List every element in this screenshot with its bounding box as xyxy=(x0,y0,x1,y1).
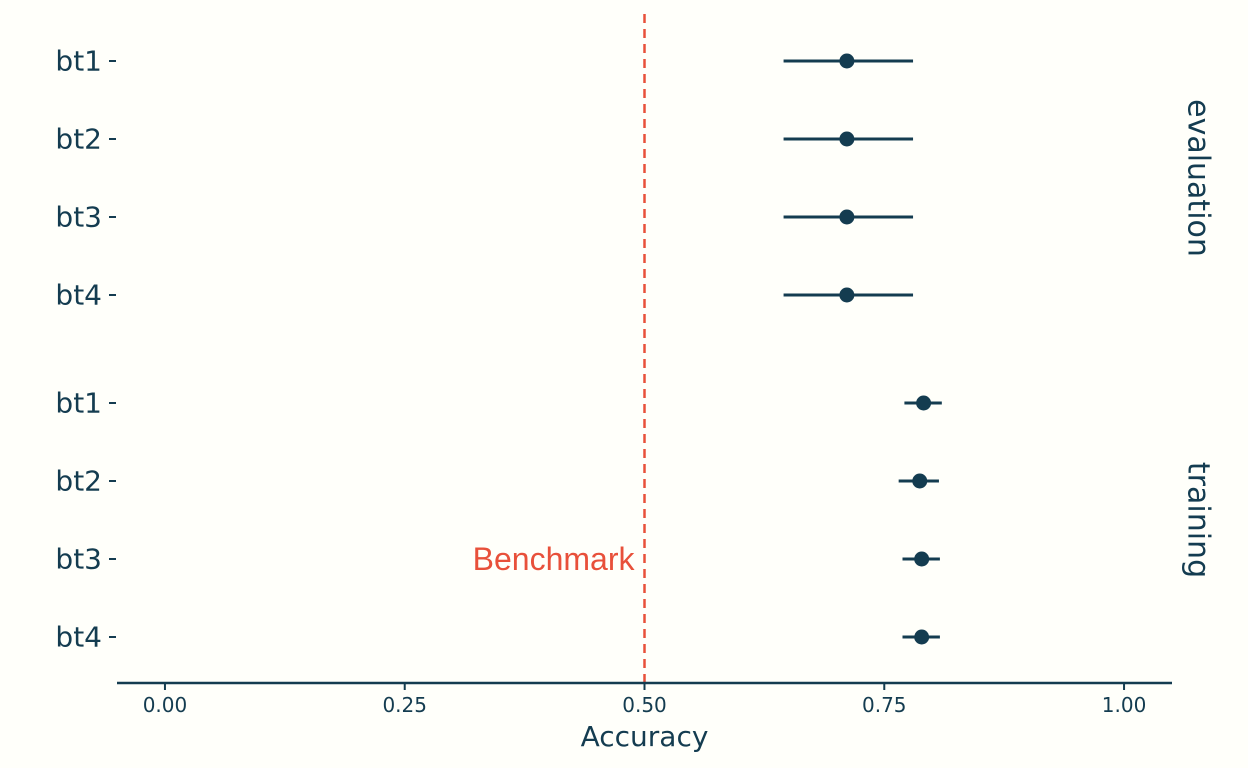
x-axis-title: Accuracy xyxy=(581,720,709,753)
row-evaluation-bt2: bt2 xyxy=(55,123,914,156)
category-label: bt3 xyxy=(55,543,102,576)
facet-evaluation: evaluation bt1 bt2 bt3 bt4 xyxy=(55,45,1215,312)
x-tick-label: 0.75 xyxy=(862,693,907,717)
category-label: bt2 xyxy=(55,123,102,156)
row-training-bt1: bt1 xyxy=(55,387,942,420)
facet-label-training: training xyxy=(1181,462,1216,578)
estimate-point xyxy=(839,209,855,225)
category-label: bt2 xyxy=(55,465,102,498)
benchmark-layer: Benchmark xyxy=(473,14,646,683)
benchmark-label: Benchmark xyxy=(473,541,636,577)
row-training-bt4: bt4 xyxy=(55,621,940,654)
category-label: bt1 xyxy=(55,45,102,78)
estimate-point xyxy=(912,473,928,489)
facet-label-evaluation: evaluation xyxy=(1181,99,1216,257)
row-training-bt3: bt3 xyxy=(55,543,940,576)
x-tick-label: 0.00 xyxy=(143,693,188,717)
estimate-point xyxy=(914,629,930,645)
estimate-point xyxy=(839,287,855,303)
facet-training: training bt1 bt2 bt3 bt4 xyxy=(55,387,1215,654)
x-axis: 0.00 0.25 0.50 0.75 1.00 Accuracy xyxy=(117,681,1172,753)
estimate-point xyxy=(916,395,932,411)
x-tick-label: 1.00 xyxy=(1102,693,1147,717)
category-label: bt1 xyxy=(55,387,102,420)
category-label: bt3 xyxy=(55,201,102,234)
category-label: bt4 xyxy=(55,279,102,312)
estimate-point xyxy=(914,551,930,567)
estimate-point xyxy=(839,131,855,147)
row-evaluation-bt1: bt1 xyxy=(55,45,914,78)
facets-layer: evaluation bt1 bt2 bt3 bt4 training bt1 bt2 bt3 b… xyxy=(55,45,1215,654)
category-label: bt4 xyxy=(55,621,102,654)
row-evaluation-bt3: bt3 xyxy=(55,201,914,234)
row-training-bt2: bt2 xyxy=(55,465,939,498)
row-evaluation-bt4: bt4 xyxy=(55,279,914,312)
estimate-point xyxy=(839,53,855,69)
x-tick-label: 0.50 xyxy=(622,693,667,717)
x-tick-label: 0.25 xyxy=(382,693,427,717)
